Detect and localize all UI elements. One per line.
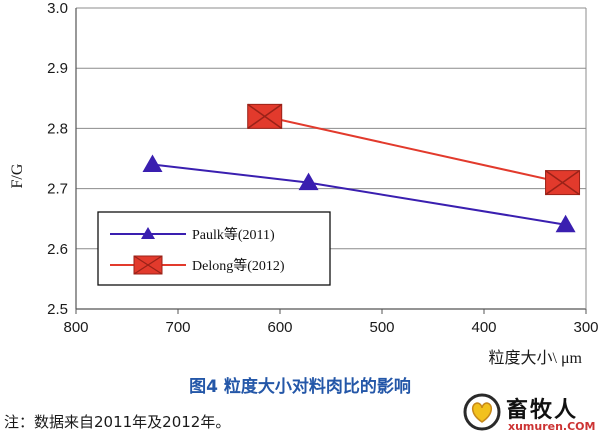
watermark-name: 畜牧人: [506, 398, 579, 423]
chart: 2.5 2.6 2.7 2.8 2.9 3.0 800 700 600 500 400 300 Pau…: [9, 0, 599, 367]
x-axis-label: 粒度大小\ μm: [489, 349, 583, 367]
figure-caption: 图4 粒度大小对料肉比的影响: [189, 377, 411, 397]
legend-entry: Delong等(2012): [110, 255, 285, 275]
legend-entry: Paulk等(2011): [110, 226, 275, 243]
x-tick-label: 500: [369, 319, 394, 336]
series-1: [247, 103, 581, 196]
legend-marker: [141, 227, 155, 239]
x-tick-label: 700: [165, 319, 190, 336]
y-axis-label: F/G: [9, 163, 26, 188]
legend-label: Delong等(2012): [192, 257, 285, 274]
figure-note: 注：数据来自2011年及2012年。: [4, 413, 231, 431]
legend-label: Paulk等(2011): [192, 226, 275, 243]
marker-cross-b: [247, 103, 283, 129]
series-layer: [142, 103, 581, 233]
tick-labels: 2.5 2.6 2.7 2.8 2.9 3.0 800 700 600 500 400 300: [47, 0, 598, 336]
watermark-logo: 畜牧人 xumuren.COM: [462, 392, 598, 436]
x-tick-label: 600: [267, 319, 292, 336]
series-0: [142, 154, 576, 233]
legend-box: [97, 211, 331, 286]
legend: Paulk等(2011) Delong等(2012): [97, 211, 331, 286]
y-tick-label: 2.6: [47, 241, 68, 258]
marker-cross-b: [545, 169, 580, 196]
y-tick-label: 3.0: [47, 0, 68, 17]
logo-icon: [463, 393, 501, 431]
watermark-url: xumuren.COM: [508, 420, 596, 433]
data-point: [545, 169, 581, 196]
data-point: [142, 154, 163, 173]
axes: [75, 8, 587, 310]
legend-marker: [133, 255, 163, 275]
x-tick-label: 300: [573, 319, 598, 336]
legend-marker-cross-b: [133, 255, 163, 275]
x-tick-label: 800: [63, 319, 88, 336]
y-tick-label: 2.8: [47, 120, 68, 137]
data-point: [298, 172, 319, 191]
y-tick-label: 2.7: [47, 181, 68, 198]
y-tick-label: 2.5: [47, 301, 68, 318]
x-tick-label: 400: [471, 319, 496, 336]
data-point: [555, 214, 576, 233]
y-tick-label: 2.9: [47, 60, 68, 77]
series-line: [264, 115, 563, 184]
data-point: [247, 103, 283, 129]
